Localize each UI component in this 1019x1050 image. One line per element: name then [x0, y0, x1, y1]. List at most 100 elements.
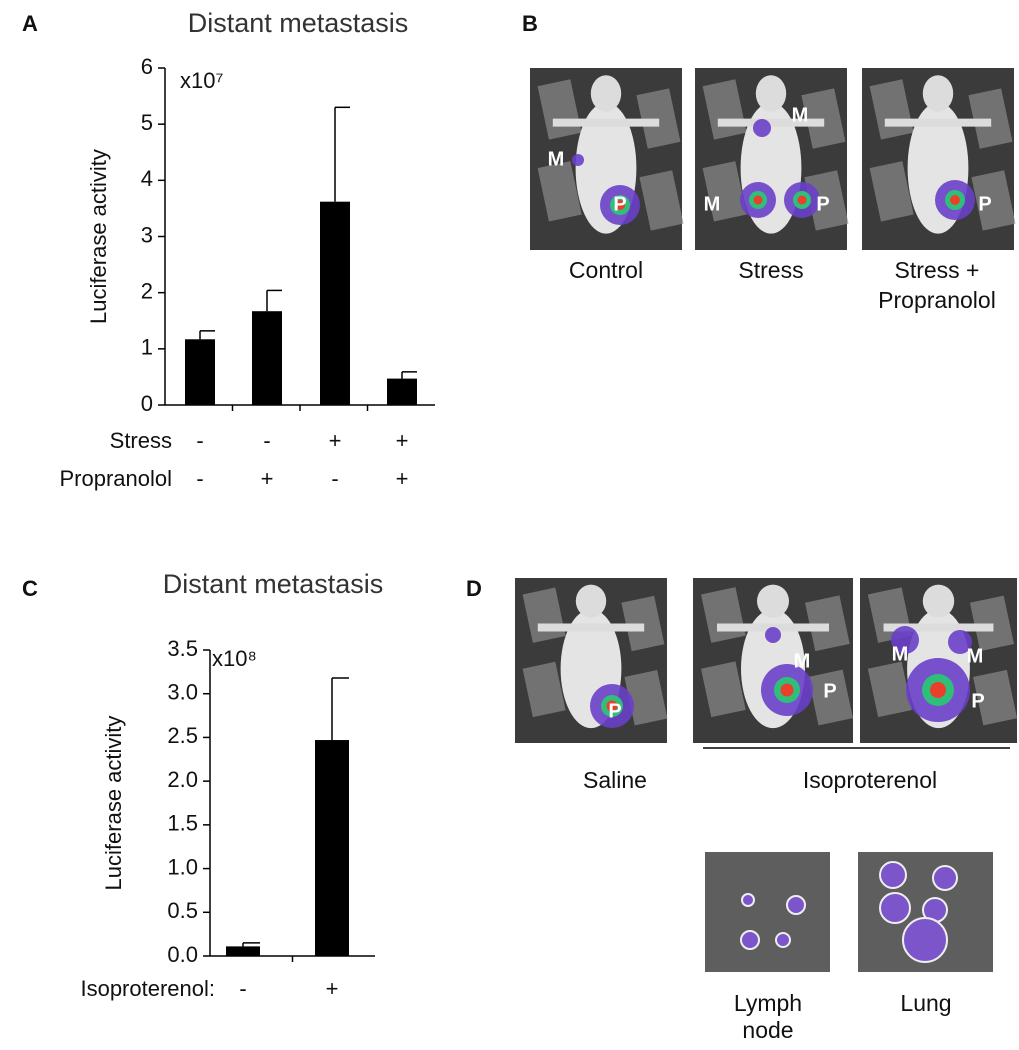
- image-marker: M: [548, 148, 565, 170]
- chart-title: Distant metastasis: [163, 569, 384, 599]
- tape: [969, 595, 1014, 652]
- organ-image: [705, 852, 830, 972]
- signal-hot: [606, 700, 618, 712]
- y-tick-label: 0: [141, 391, 153, 416]
- y-tick-label: 6: [141, 54, 153, 79]
- image-caption: Stress: [738, 257, 803, 283]
- y-tick-label: 4: [141, 166, 153, 191]
- y-tick-label: 2: [141, 278, 153, 303]
- signal: [572, 154, 584, 166]
- y-tick-label: 0.0: [167, 942, 198, 967]
- signal: [753, 119, 771, 137]
- condition-sign: +: [326, 976, 339, 1001]
- organ: [786, 895, 806, 915]
- mouse-head: [755, 75, 787, 112]
- image-marker: P: [971, 690, 984, 712]
- panel-label: A: [22, 11, 38, 36]
- tape: [522, 661, 566, 718]
- image-caption: Lymph: [734, 990, 802, 1016]
- image-tile: P: [515, 578, 668, 743]
- image-caption: Lung: [900, 990, 951, 1016]
- condition-label: Isoproterenol:: [80, 976, 215, 1001]
- bar: [185, 339, 215, 405]
- organ: [775, 932, 791, 948]
- signal-hot: [615, 200, 625, 210]
- image-caption: Isoproterenol: [803, 767, 937, 793]
- image-caption: Control: [569, 257, 643, 283]
- tape: [968, 88, 1013, 149]
- mouse-head: [922, 584, 955, 618]
- mouse-head: [757, 584, 789, 618]
- image-marker: M: [704, 193, 721, 215]
- image-caption: Propranolol: [878, 287, 996, 313]
- condition-sign: -: [239, 976, 246, 1001]
- bar: [226, 946, 260, 956]
- y-axis-label: Luciferase activity: [101, 716, 126, 891]
- mouse-head: [922, 75, 954, 112]
- signal-hot: [950, 195, 960, 205]
- tape: [621, 595, 665, 652]
- image-marker: P: [608, 700, 621, 722]
- y-tick-label: 3: [141, 222, 153, 247]
- condition-sign: -: [331, 466, 338, 491]
- image-marker: P: [816, 193, 829, 215]
- tape: [867, 661, 912, 718]
- y-tick-label: 0.5: [167, 898, 198, 923]
- signal: [891, 626, 919, 654]
- signal-hot: [797, 195, 807, 205]
- image-marker: M: [794, 650, 811, 672]
- panel-label: D: [466, 576, 482, 601]
- y-tick-label: 5: [141, 110, 153, 135]
- organ: [879, 892, 911, 924]
- tape: [804, 170, 849, 231]
- organ: [740, 930, 760, 950]
- tape: [801, 88, 846, 149]
- tape: [702, 161, 747, 222]
- image-tile: P: [862, 68, 1016, 250]
- image-caption: Stress +: [894, 257, 979, 283]
- mouse-head: [590, 75, 622, 112]
- image-tile: M M P: [860, 578, 1018, 743]
- y-tick-label: 3.5: [167, 636, 198, 661]
- mouse-head: [575, 584, 607, 618]
- image-caption: node: [742, 1017, 793, 1043]
- condition-sign: -: [196, 428, 203, 453]
- image-marker: M: [792, 104, 809, 126]
- bar: [315, 740, 349, 956]
- axis-multiplier: x10⁸: [212, 646, 257, 671]
- bar: [387, 378, 417, 405]
- signal-hot: [930, 682, 946, 698]
- organ: [879, 861, 907, 889]
- y-tick-label: 1.0: [167, 854, 198, 879]
- tape: [808, 669, 853, 726]
- tape: [973, 669, 1018, 726]
- y-tick-label: 1.5: [167, 811, 198, 836]
- image-marker: P: [978, 193, 991, 215]
- image-tile: MP: [530, 68, 684, 250]
- image-marker: P: [823, 680, 836, 702]
- image-caption: Saline: [583, 767, 647, 793]
- tape: [805, 595, 850, 652]
- condition-sign: -: [263, 428, 270, 453]
- signal: [765, 627, 781, 643]
- axis-multiplier: x10⁷: [180, 68, 223, 93]
- panel-label: C: [22, 576, 38, 601]
- condition-sign: -: [196, 466, 203, 491]
- condition-sign: +: [396, 466, 409, 491]
- panel-label: B: [522, 11, 538, 36]
- image-tile: MP: [693, 578, 853, 743]
- tape: [537, 161, 582, 222]
- image-marker: M: [967, 645, 984, 667]
- y-tick-label: 3.0: [167, 680, 198, 705]
- organ: [902, 917, 948, 963]
- tape: [636, 88, 681, 149]
- condition-label: Stress: [110, 428, 172, 453]
- organ: [932, 865, 958, 891]
- signal-hot: [753, 195, 763, 205]
- condition-sign: +: [396, 428, 409, 453]
- image-marker: P: [613, 193, 626, 215]
- signal-hot: [780, 683, 794, 697]
- tape: [701, 661, 746, 718]
- tape: [639, 170, 684, 231]
